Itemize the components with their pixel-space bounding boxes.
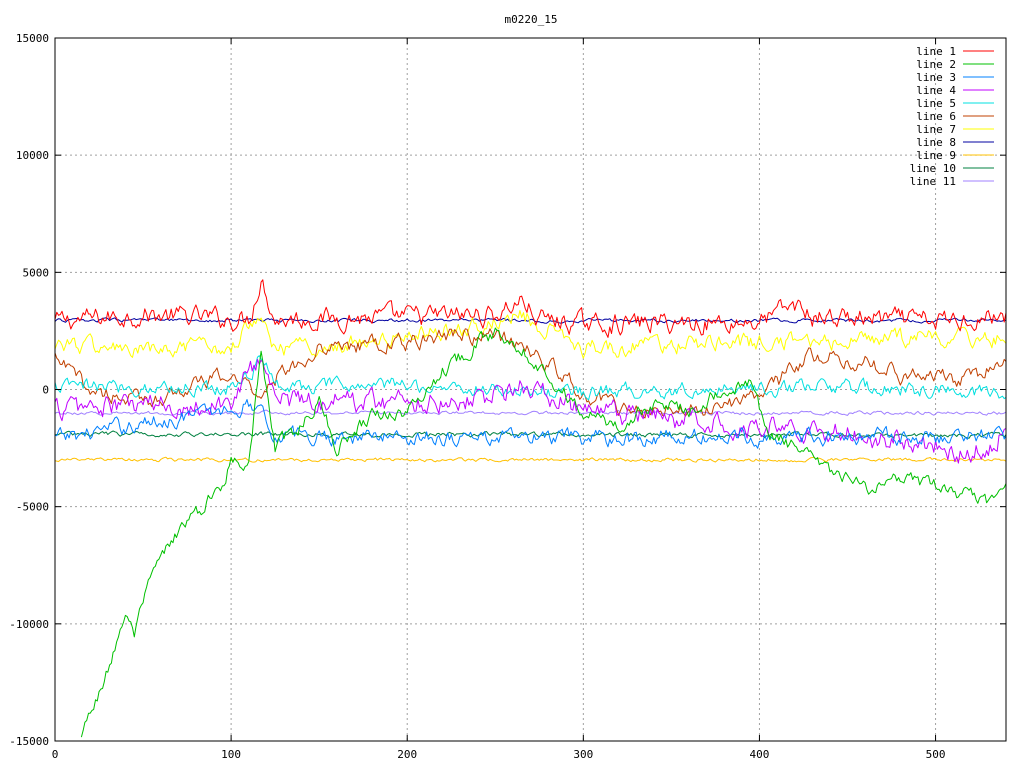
series-line-5 — [54, 355, 1007, 401]
series-line-6 — [54, 328, 1007, 419]
series-line-7 — [54, 310, 1007, 359]
legend-label: line 9 — [916, 149, 956, 162]
y-tick-label: 10000 — [16, 149, 49, 162]
grid-lines — [55, 38, 1006, 741]
legend-label: line 6 — [916, 110, 956, 123]
legend-label: line 5 — [916, 97, 956, 110]
series-line-11 — [54, 409, 1007, 416]
legend-label: line 8 — [916, 136, 956, 149]
series-line-1 — [54, 279, 1007, 338]
y-tick-label: 5000 — [23, 266, 50, 279]
legend-label: line 2 — [916, 58, 956, 71]
legend-label: line 7 — [916, 123, 956, 136]
legend-label: line 1 — [916, 45, 956, 58]
y-tick-label: -15000 — [9, 735, 49, 748]
legend-label: line 11 — [910, 175, 956, 188]
series-line-3 — [54, 399, 1007, 449]
x-tick-label: 300 — [573, 748, 593, 761]
y-tick-label: 15000 — [16, 32, 49, 45]
y-tick-label: 0 — [42, 384, 49, 397]
x-tick-label: 100 — [221, 748, 241, 761]
legend-label: line 10 — [910, 162, 956, 175]
y-tick-label: -5000 — [16, 501, 49, 514]
legend-label: line 4 — [916, 84, 956, 97]
series-line-4 — [54, 358, 1007, 464]
x-tick-label: 400 — [750, 748, 770, 761]
x-tick-label: 200 — [397, 748, 417, 761]
series-line-2 — [80, 327, 1007, 738]
x-tick-label: 0 — [52, 748, 59, 761]
series-line-9 — [54, 456, 1007, 463]
chart-title: m0220_15 — [505, 13, 558, 26]
y-tick-label: -10000 — [9, 618, 49, 631]
axis-ticks: 0 100 200 300 400 500 -15000 -10000 -5000 0 5000 10… — [9, 32, 1006, 761]
series-layer — [54, 279, 1007, 738]
series-line-10 — [54, 430, 1007, 439]
legend-label: line 3 — [916, 71, 956, 84]
series-line-8 — [54, 317, 1007, 324]
x-tick-label: 500 — [926, 748, 946, 761]
